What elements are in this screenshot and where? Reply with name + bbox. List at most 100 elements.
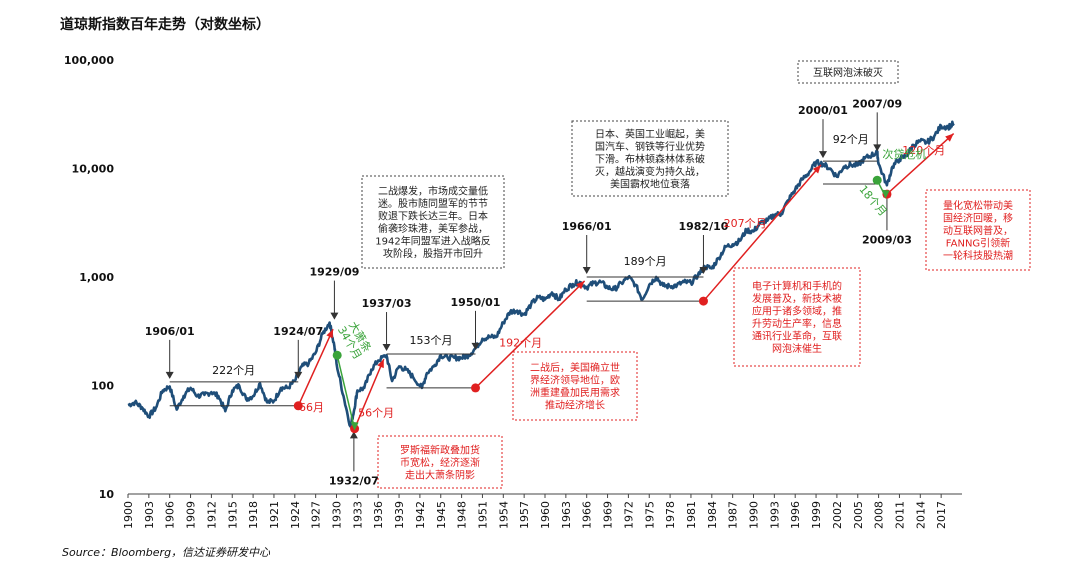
chart-title: 道琼斯指数百年走势（对数坐标） [60, 17, 270, 33]
milestone-1929-arrowhead [330, 312, 339, 320]
duration-207: 207个月 [724, 217, 767, 230]
milestone-2009-label: 2009/03 [862, 233, 912, 246]
x-tick-label: 1936 [372, 501, 385, 529]
duration-189: 189个月 [624, 255, 667, 268]
rise-1950-head [576, 280, 585, 290]
y-tick-label: 10 [99, 488, 115, 501]
rise-2009-head [945, 133, 954, 142]
duration-192: 192个月 [499, 336, 542, 349]
rise-2009-line [886, 132, 955, 195]
note-pc-internet-text: 电子计算机和手机的发展普及，新技术被应用于诸多领域，推升劳动生产率，信息通讯行业… [752, 280, 842, 356]
note-roosevelt-text: 罗斯福新政叠加货币宽松，经济逐渐走出大萧条阴影 [400, 443, 480, 481]
duration-66: 66月 [299, 401, 324, 414]
x-tick-label: 1981 [685, 501, 698, 529]
crash-2007-start-dot [872, 175, 882, 185]
x-tick-label: 1999 [810, 501, 823, 529]
x-tick-label: 1975 [643, 501, 656, 529]
note-industry-text: 日本、英国工业崛起，美国汽车、钢铁等行业优势下滑。布林顿森林体系破灭，越战演变为… [595, 127, 705, 190]
x-tick-label: 1945 [435, 501, 448, 529]
rise-1950-start-dot [471, 383, 480, 393]
x-tick-label: 1978 [664, 501, 677, 529]
x-tick-label: 2014 [914, 501, 927, 529]
milestone-1906-arrowhead [165, 371, 174, 379]
rise-1924-start-dot [293, 401, 303, 411]
x-tick-label: 1909 [185, 501, 198, 529]
x-tick-label: 1987 [727, 501, 740, 529]
milestone-1906-label: 1906/01 [145, 325, 195, 338]
y-tick-label: 100 [91, 380, 114, 393]
x-tick-label: 1972 [622, 501, 635, 529]
duration-120: 120个月 [902, 144, 945, 157]
x-tick-label: 1963 [560, 501, 573, 529]
note-pc-internet-box [733, 267, 861, 367]
x-tick-label: 2002 [831, 501, 844, 529]
x-tick-label: 1921 [268, 501, 281, 529]
milestone-1966-arrowhead [582, 267, 591, 274]
source-note: Source：Bloomberg，信达证券研发中心 [62, 546, 271, 559]
x-tick-label: 1954 [497, 501, 510, 529]
note-roosevelt-box [377, 435, 503, 489]
x-tick-label: 1924 [289, 501, 302, 529]
milestone-1924-label: 1924/07 [273, 325, 323, 338]
x-tick-label: 2011 [893, 501, 906, 529]
milestone-2007-label: 2007/09 [852, 97, 902, 110]
milestone-1924-arrowhead [294, 371, 303, 379]
note-dotcom-bubble-box [797, 60, 899, 84]
rise-1982-start-dot [698, 296, 708, 306]
x-tick-label: 1984 [706, 501, 719, 529]
rise-1982-line [702, 164, 822, 302]
note-postwar-box [512, 351, 638, 421]
note-dotcom-bubble-text: 互联网泡沫破灭 [813, 66, 883, 79]
x-tick-label: 1906 [164, 501, 177, 529]
duration-153: 153个月 [410, 334, 453, 347]
x-tick-label: 1942 [414, 501, 427, 529]
x-tick-label: 2008 [873, 501, 886, 529]
milestone-1950-label: 1950/01 [451, 296, 501, 309]
rise-1932-line [353, 358, 385, 429]
milestone-1932-label: 1932/07 [329, 474, 379, 487]
note-industry-box [571, 120, 729, 197]
milestone-2007-arrowhead [873, 144, 882, 152]
crash-2007-head [881, 189, 890, 199]
y-tick-label: 10,000 [72, 163, 115, 176]
x-tick-label: 1915 [226, 501, 239, 529]
note-postwar-text: 二战后，美国确立世界经济领导地位，欧洲重建叠加民用需求推动经济增长 [530, 361, 620, 412]
rise-1982-head [812, 164, 821, 174]
y-tick-label: 1,000 [79, 271, 114, 284]
milestone-1932-arrowhead [349, 431, 358, 439]
x-tick-label: 1969 [602, 501, 615, 529]
milestone-1929-label: 1929/09 [309, 266, 359, 279]
x-tick-label: 1993 [768, 501, 781, 529]
x-tick-label: 1990 [748, 501, 761, 529]
x-tick-label: 1957 [518, 501, 531, 529]
duration-92: 92个月 [833, 133, 869, 146]
x-tick-label: 1930 [331, 501, 344, 529]
duration-222: 222个月 [212, 364, 255, 377]
milestone-2000-arrowhead [819, 151, 827, 159]
note-qe-tech-box [925, 189, 1031, 271]
milestone-1937-label: 1937/03 [362, 297, 412, 310]
milestone-1982-arrowhead [699, 267, 708, 274]
duration-56: 56个月 [358, 406, 394, 419]
crash-1929-line [336, 355, 356, 429]
milestone-1966-label: 1966/01 [562, 220, 612, 233]
x-tick-label: 1939 [393, 501, 406, 529]
green-label-18-months: 18个月 [856, 183, 889, 219]
note-ww2-box [361, 175, 505, 269]
x-tick-label: 1966 [581, 501, 594, 529]
rise-1924-line [297, 328, 334, 407]
x-tick-label: 1933 [351, 501, 364, 529]
x-tick-label: 1996 [789, 501, 802, 529]
x-tick-label: 2017 [935, 501, 948, 529]
green-label-subprime-crisis: 次贷危机 [882, 147, 926, 161]
x-tick-label: 1948 [456, 501, 469, 529]
x-tick-label: 1900 [122, 501, 135, 529]
x-tick-label: 1927 [310, 501, 323, 529]
x-tick-label: 1951 [476, 501, 489, 529]
milestone-1937-arrowhead [382, 344, 391, 352]
note-qe-tech-text: 量化宽松带动美国经济回暖，移动互联网普及， FANNG引领新一轮科技股热潮 [943, 199, 1013, 262]
x-tick-label: 1918 [247, 501, 260, 529]
rise-1950-line [474, 280, 586, 389]
crash-1929-start-dot [332, 350, 342, 360]
y-tick-label: 100,000 [64, 54, 114, 67]
